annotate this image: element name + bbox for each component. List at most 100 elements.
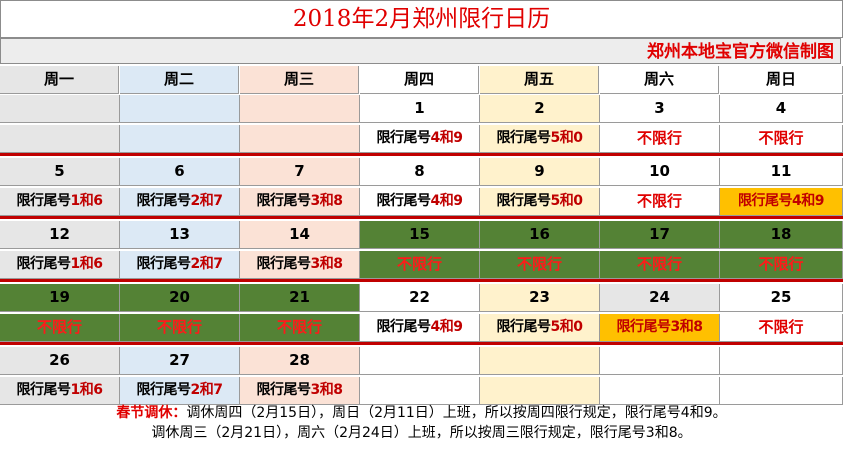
day-number (480, 347, 600, 375)
restriction-prefix: 限行尾号 (256, 256, 312, 272)
week-5-rule-row: 限行尾号1和6 限行尾号2和7 限行尾号3和8 (0, 377, 843, 405)
day-number: 11 (720, 158, 843, 186)
week-separator (0, 279, 843, 282)
plate-restriction-label: 限行尾号5和0 (480, 188, 600, 216)
page-title: 2018年2月郑州限行日历 (0, 0, 843, 38)
day-number: 8 (360, 158, 480, 186)
no-restriction-label: 不限行 (720, 251, 843, 279)
plate-restriction-label: 限行尾号2和7 (120, 377, 240, 405)
weekday-header: 周一 (0, 66, 119, 94)
restriction-prefix: 限行尾号 (136, 193, 192, 209)
day-number: 20 (120, 284, 240, 312)
plate-restriction-label: 限行尾号4和9 (720, 188, 843, 216)
empty-cell (360, 377, 480, 405)
day-number: 9 (480, 158, 600, 186)
empty-cell (720, 377, 843, 405)
empty-cell (240, 125, 360, 153)
plate-restriction-label: 限行尾号2和7 (120, 251, 240, 279)
restriction-prefix: 限行尾号 (136, 382, 192, 398)
week-2-date-row: 5 6 7 8 9 10 11 (0, 158, 843, 186)
day-number: 7 (240, 158, 360, 186)
plate-restriction-label: 限行尾号1和6 (0, 188, 120, 216)
day-number: 25 (720, 284, 843, 312)
week-separator (0, 342, 843, 345)
day-number: 13 (120, 221, 240, 249)
restriction-digits: 4和9 (430, 193, 463, 209)
restriction-prefix: 限行尾号 (738, 193, 793, 209)
day-number: 12 (0, 221, 120, 249)
restriction-digits: 3和8 (670, 319, 703, 335)
day-number: 6 (120, 158, 240, 186)
day-number: 28 (240, 347, 360, 375)
restriction-digits: 1和6 (70, 256, 103, 272)
day-number: 15 (360, 221, 480, 249)
day-number (240, 95, 360, 123)
no-restriction-label: 不限行 (600, 251, 720, 279)
week-3-date-row: 12 13 14 15 16 17 18 (0, 221, 843, 249)
restriction-prefix: 限行尾号 (376, 319, 432, 335)
plate-restriction-label: 限行尾号4和9 (360, 125, 480, 153)
plate-restriction-label: 限行尾号1和6 (0, 377, 120, 405)
day-number: 24 (600, 284, 720, 312)
weekday-header: 周三 (240, 66, 359, 94)
day-number (720, 347, 843, 375)
restriction-digits: 1和6 (70, 193, 103, 209)
no-restriction-label: 不限行 (360, 251, 480, 279)
week-separator (0, 153, 843, 156)
plate-restriction-label: 限行尾号3和8 (240, 377, 360, 405)
day-number: 1 (360, 95, 480, 123)
restriction-prefix: 限行尾号 (496, 130, 552, 146)
restriction-prefix: 限行尾号 (256, 382, 312, 398)
no-restriction-label: 不限行 (600, 188, 720, 216)
day-number: 22 (360, 284, 480, 312)
week-4-rule-row: 不限行 不限行 不限行 限行尾号4和9 限行尾号5和0 限行尾号3和8 不限行 (0, 314, 843, 342)
no-restriction-label: 不限行 (240, 314, 360, 342)
week-4-date-row: 19 20 21 22 23 24 25 (0, 284, 843, 312)
restriction-prefix: 限行尾号 (616, 319, 672, 335)
day-number: 23 (480, 284, 600, 312)
day-number: 19 (0, 284, 120, 312)
no-restriction-label: 不限行 (720, 314, 843, 342)
plate-restriction-label: 限行尾号5和0 (480, 314, 600, 342)
day-number: 16 (480, 221, 600, 249)
restriction-prefix: 限行尾号 (496, 193, 552, 209)
holiday-note-line-2: 调休周三（2月21日），周六（2月24日）上班，所以按周三限行规定，限行尾号3和… (151, 425, 692, 441)
no-restriction-label: 不限行 (720, 125, 843, 153)
week-3-rule-row: 限行尾号1和6 限行尾号2和7 限行尾号3和8 不限行 不限行 不限行 不限行 (0, 251, 843, 279)
week-1-rule-row: 限行尾号4和9 限行尾号5和0 不限行 不限行 (0, 125, 843, 153)
day-number: 3 (600, 95, 720, 123)
day-number (120, 95, 240, 123)
weekday-header-row: 周一 周二 周三 周四 周五 周六 周日 (0, 66, 843, 94)
week-5-date-row: 26 27 28 (0, 347, 843, 375)
day-number (0, 95, 120, 123)
restriction-digits: 3和8 (310, 193, 343, 209)
restriction-digits: 2和7 (190, 256, 223, 272)
restriction-digits: 3和8 (310, 382, 343, 398)
no-restriction-label: 不限行 (0, 314, 120, 342)
restriction-digits: 3和8 (310, 256, 343, 272)
holiday-note-lead: 春节调休： (116, 405, 187, 421)
day-number (600, 347, 720, 375)
plate-restriction-label: 限行尾号1和6 (0, 251, 120, 279)
weekday-header: 周六 (600, 66, 719, 94)
day-number: 2 (480, 95, 600, 123)
plate-restriction-label: 限行尾号4和9 (360, 314, 480, 342)
restriction-digits: 1和6 (70, 382, 103, 398)
week-2-rule-row: 限行尾号1和6 限行尾号2和7 限行尾号3和8 限行尾号4和9 限行尾号5和0 不限行 限行… (0, 188, 843, 216)
no-restriction-label: 不限行 (600, 125, 720, 153)
empty-cell (480, 377, 600, 405)
weekday-header: 周日 (720, 66, 843, 94)
day-number: 26 (0, 347, 120, 375)
restriction-prefix: 限行尾号 (376, 130, 432, 146)
plate-restriction-label: 限行尾号2和7 (120, 188, 240, 216)
restriction-digits: 2和7 (190, 193, 223, 209)
plate-restriction-label: 限行尾号4和9 (360, 188, 480, 216)
no-restriction-label: 不限行 (120, 314, 240, 342)
restriction-digits: 5和0 (550, 319, 583, 335)
restriction-digits: 4和9 (430, 130, 463, 146)
day-number: 27 (120, 347, 240, 375)
plate-restriction-label: 限行尾号5和0 (480, 125, 600, 153)
restriction-digits: 4和9 (792, 193, 824, 209)
